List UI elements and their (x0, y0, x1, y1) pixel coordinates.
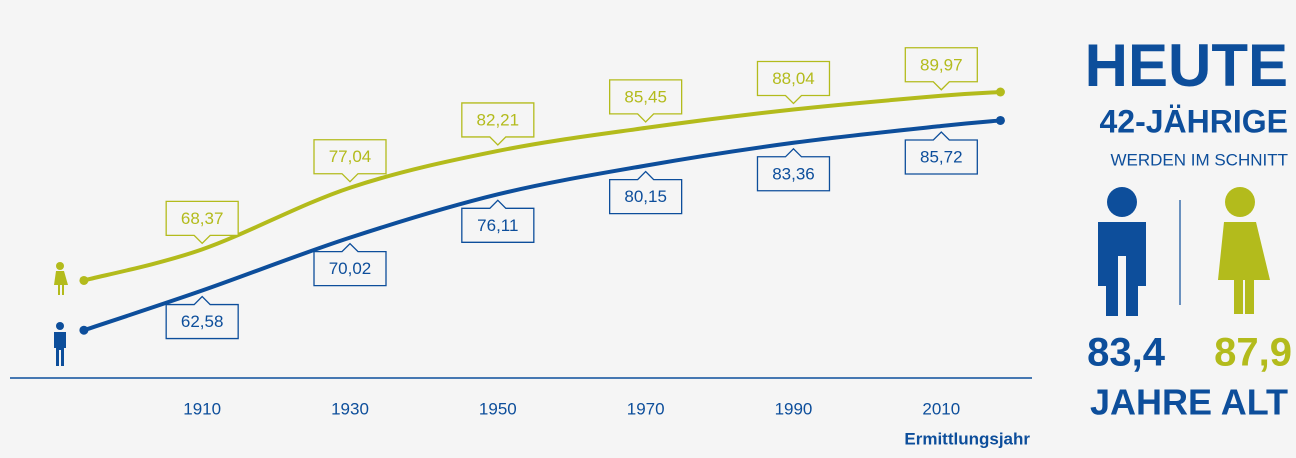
value-label: 85,45 (624, 87, 667, 106)
man-icon (1098, 187, 1146, 316)
series-line (83, 90, 1001, 283)
x-tick-label: 1990 (775, 399, 813, 418)
panel-footer: JAHRE ALT (1090, 382, 1288, 423)
panel-title: HEUTE (1085, 32, 1288, 99)
end-point (79, 325, 89, 335)
label-box (756, 147, 831, 192)
x-tick-label: 1910 (183, 399, 221, 418)
label-box (756, 60, 831, 105)
label-box (313, 242, 387, 287)
x-tick-label: 2010 (922, 399, 960, 418)
label-box (313, 139, 387, 183)
end-point (995, 115, 1005, 125)
label-box (904, 131, 978, 175)
x-tick-label: 1950 (479, 399, 517, 418)
x-axis-label: Ermittlungsjahr (904, 429, 1030, 448)
value-label: 70,02 (329, 259, 372, 278)
label-box (904, 47, 978, 91)
label-box (165, 295, 239, 340)
value-label: 77,04 (329, 147, 372, 166)
value-label: 80,15 (624, 187, 667, 206)
value-label: 88,04 (772, 69, 815, 88)
value-label: 85,72 (920, 147, 963, 166)
woman-icon-small (54, 262, 68, 295)
panel-subtitle: 42-JÄHRIGE (1100, 103, 1289, 139)
value-label: 89,97 (920, 55, 963, 74)
women-value: 87,9 (1214, 331, 1292, 375)
label-box (461, 102, 535, 146)
label-box (609, 79, 683, 123)
label-box (165, 200, 239, 245)
series-line (83, 118, 1001, 333)
panel-caption: WERDEN IM SCHNITT (1110, 150, 1288, 169)
value-label: 76,11 (477, 216, 518, 235)
value-label: 68,37 (181, 209, 224, 228)
label-box (609, 170, 683, 215)
value-label: 62,58 (181, 312, 224, 331)
men-value: 83,4 (1087, 331, 1166, 375)
x-tick-label: 1930 (331, 399, 369, 418)
end-point (995, 87, 1005, 97)
x-tick-label: 1970 (627, 399, 665, 418)
end-point (79, 275, 89, 285)
man-icon-small (54, 322, 66, 366)
value-label: 82,21 (477, 110, 520, 129)
label-box (461, 199, 535, 243)
value-label: 83,36 (772, 164, 815, 183)
woman-icon (1218, 187, 1270, 314)
